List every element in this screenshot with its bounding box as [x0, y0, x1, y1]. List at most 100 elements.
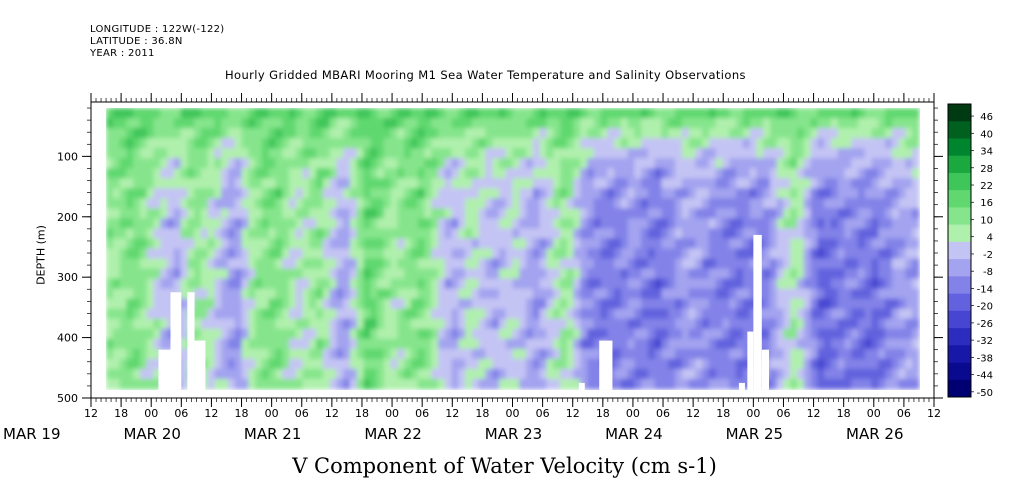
heat-cell — [573, 368, 581, 380]
heat-cell — [607, 188, 615, 199]
heat-cell — [146, 158, 155, 169]
heat-cell — [119, 108, 127, 119]
heat-cell — [404, 138, 412, 149]
heat-cell — [668, 348, 676, 360]
heat-cell — [309, 158, 317, 169]
heat-cell — [736, 288, 744, 300]
heat-cell — [200, 128, 209, 139]
heat-cell — [587, 378, 595, 390]
heat-cell — [559, 158, 568, 169]
heatmap-field — [106, 108, 920, 390]
heat-cell — [526, 348, 534, 360]
heat-cell — [153, 158, 161, 169]
heat-cell — [302, 268, 310, 280]
heat-cell — [302, 378, 310, 390]
heat-cell — [844, 288, 852, 300]
heat-cell — [803, 188, 812, 199]
heat-cell — [417, 128, 426, 139]
heat-cell — [756, 178, 764, 189]
heat-cell — [106, 198, 114, 209]
heat-cell — [343, 378, 351, 390]
heat-cell — [214, 308, 222, 320]
heat-cell — [275, 168, 283, 179]
heat-cell — [322, 358, 331, 370]
heat-cell — [255, 128, 263, 139]
heat-cell — [905, 138, 913, 149]
heat-cell — [268, 148, 276, 159]
heat-cell — [688, 148, 696, 159]
heat-cell — [790, 248, 798, 260]
heat-cell — [654, 338, 663, 350]
heat-cell — [295, 248, 304, 260]
heat-cell — [302, 258, 310, 270]
heat-cell — [437, 338, 446, 350]
heat-cell — [214, 298, 222, 310]
heat-cell — [620, 128, 629, 139]
heat-cell — [817, 208, 825, 219]
heat-cell — [688, 158, 696, 169]
heat-cell — [478, 158, 486, 169]
heat-cell — [580, 258, 588, 270]
heat-cell — [647, 338, 656, 350]
heat-cell — [885, 148, 893, 159]
heat-cell — [451, 178, 459, 189]
heat-cell — [282, 268, 290, 280]
heat-cell — [112, 118, 121, 129]
heat-cell — [790, 368, 798, 380]
heat-cell — [830, 318, 839, 330]
heat-cell — [864, 378, 873, 390]
heat-cell — [763, 178, 771, 189]
heat-cell — [173, 108, 182, 119]
heat-cell — [241, 238, 249, 250]
heat-cell — [573, 128, 581, 139]
heat-cell — [817, 178, 825, 189]
heat-cell — [790, 358, 798, 370]
heat-cell — [566, 138, 575, 149]
heat-cell — [471, 168, 480, 179]
heat-cell — [803, 228, 812, 240]
heat-cell — [675, 228, 683, 240]
heat-cell — [546, 248, 554, 260]
heat-cell — [383, 308, 392, 320]
heat-cell — [790, 318, 798, 330]
heat-cell — [255, 218, 263, 230]
heat-cell — [356, 368, 365, 380]
heat-cell — [817, 298, 825, 310]
heat-cell — [431, 338, 439, 350]
heat-cell — [194, 278, 202, 290]
heat-cell — [803, 338, 812, 350]
heat-cell — [383, 258, 392, 270]
heat-cell — [370, 218, 378, 230]
heat-cell — [119, 378, 127, 390]
heat-cell — [661, 188, 669, 199]
heat-cell — [153, 178, 161, 189]
heat-cell — [119, 248, 127, 260]
heat-cell — [688, 108, 696, 119]
heat-cell — [377, 138, 385, 149]
heat-cell — [776, 318, 785, 330]
heat-cell — [180, 258, 188, 270]
heat-cell — [227, 128, 236, 139]
heat-cell — [288, 128, 297, 139]
heat-cell — [573, 108, 581, 119]
heat-cell — [681, 288, 690, 300]
heat-cell — [282, 238, 290, 250]
heat-cell — [146, 328, 155, 340]
heat-cell — [465, 108, 473, 119]
heat-cell — [837, 108, 846, 119]
heat-cell — [573, 208, 581, 219]
heat-cell — [126, 278, 134, 290]
heat-cell — [106, 328, 114, 340]
heat-cell — [505, 368, 514, 380]
heat-cell — [553, 228, 561, 240]
heat-cell — [160, 238, 168, 250]
heat-cell — [153, 298, 161, 310]
heat-cell — [532, 148, 541, 159]
heat-cell — [282, 288, 290, 300]
heat-cell — [221, 168, 229, 179]
heat-cell — [654, 248, 663, 260]
heat-cell — [146, 168, 155, 179]
heat-cell — [302, 188, 310, 199]
heat-cell — [404, 348, 412, 360]
heat-cell — [715, 228, 724, 240]
